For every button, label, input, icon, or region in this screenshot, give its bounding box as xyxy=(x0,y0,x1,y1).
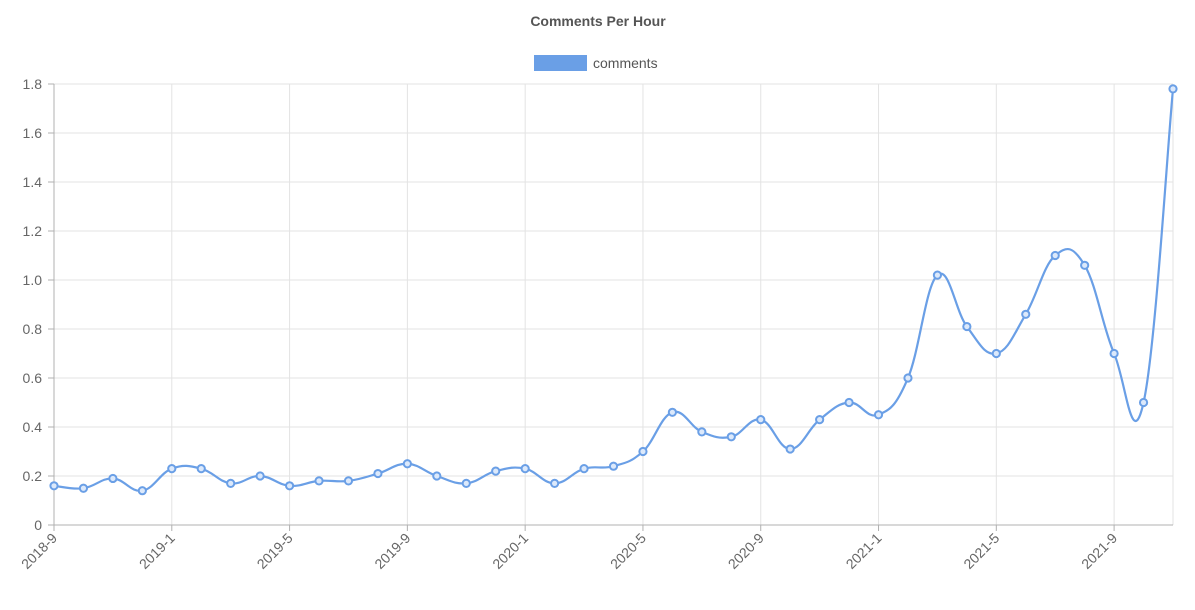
data-point[interactable] xyxy=(78,483,89,493)
data-point[interactable] xyxy=(991,348,1001,359)
data-point[interactable] xyxy=(49,481,59,491)
data-point[interactable] xyxy=(1050,250,1060,261)
data-point[interactable] xyxy=(785,444,795,454)
data-point[interactable] xyxy=(491,466,501,476)
data-point[interactable] xyxy=(255,471,265,481)
x-tick-label: 2020-5 xyxy=(607,530,649,572)
y-tick-label: 1.6 xyxy=(23,125,43,141)
x-tick-label: 2019-9 xyxy=(371,530,413,572)
data-point[interactable] xyxy=(226,478,236,488)
data-point[interactable] xyxy=(461,478,471,488)
y-tick-label: 1.2 xyxy=(23,223,43,239)
data-point[interactable] xyxy=(873,410,884,420)
data-point[interactable] xyxy=(903,373,913,383)
series-line xyxy=(53,88,1175,492)
x-tick-label: 2019-1 xyxy=(136,530,178,572)
data-point[interactable] xyxy=(1109,348,1119,359)
y-tick-label: 0.6 xyxy=(23,370,43,386)
data-point[interactable] xyxy=(844,397,854,408)
data-point[interactable] xyxy=(432,471,442,481)
data-point[interactable] xyxy=(343,476,354,486)
series-comments xyxy=(49,84,1178,496)
axes: 0 0.2 0.4 0.6 0.8 1.0 1.2 1.4 1.6 1.8 2018-9 2019-1… xyxy=(18,76,1173,572)
data-point[interactable] xyxy=(667,407,677,417)
y-tick-label: 1.4 xyxy=(23,174,43,190)
data-point[interactable] xyxy=(1138,397,1149,408)
data-point[interactable] xyxy=(284,481,295,491)
y-tick-label: 0.8 xyxy=(23,321,43,337)
x-tick-label: 2021-5 xyxy=(960,530,1002,572)
data-point[interactable] xyxy=(137,486,147,496)
x-tick-label: 2021-9 xyxy=(1078,530,1120,572)
y-tick-label: 0.2 xyxy=(23,468,43,484)
x-tick-label: 2018-9 xyxy=(18,530,60,572)
x-tick-label: 2020-9 xyxy=(725,530,767,572)
data-point[interactable] xyxy=(108,473,118,484)
chart-title: Comments Per Hour xyxy=(530,13,666,29)
data-point[interactable] xyxy=(1080,260,1090,270)
data-point[interactable] xyxy=(520,464,530,474)
y-tick-label: 0 xyxy=(34,517,42,533)
data-point[interactable] xyxy=(196,464,206,474)
x-tick-label: 2020-1 xyxy=(489,530,531,572)
legend-label: comments xyxy=(593,55,658,71)
data-point[interactable] xyxy=(1021,309,1031,319)
grid xyxy=(53,83,1174,526)
data-point[interactable] xyxy=(756,415,766,425)
legend-swatch xyxy=(534,55,587,71)
y-tick-label: 1.0 xyxy=(23,272,43,288)
data-point[interactable] xyxy=(1168,84,1178,94)
data-point[interactable] xyxy=(697,427,707,437)
data-point[interactable] xyxy=(579,464,589,474)
data-point[interactable] xyxy=(402,459,412,469)
data-point[interactable] xyxy=(373,468,383,479)
data-point[interactable] xyxy=(932,270,943,280)
x-tick-label: 2021-1 xyxy=(843,530,885,572)
y-tick-label: 0.4 xyxy=(23,419,43,435)
data-point[interactable] xyxy=(167,464,177,474)
data-point[interactable] xyxy=(962,321,972,332)
x-tick-label: 2019-5 xyxy=(254,530,296,572)
data-point[interactable] xyxy=(550,478,560,488)
legend[interactable]: comments xyxy=(534,55,658,71)
data-point[interactable] xyxy=(638,446,648,457)
y-tick-label: 1.8 xyxy=(23,76,43,92)
data-point[interactable] xyxy=(314,476,324,486)
data-point[interactable] xyxy=(815,415,825,425)
data-point[interactable] xyxy=(726,432,736,442)
data-point[interactable] xyxy=(608,461,619,471)
